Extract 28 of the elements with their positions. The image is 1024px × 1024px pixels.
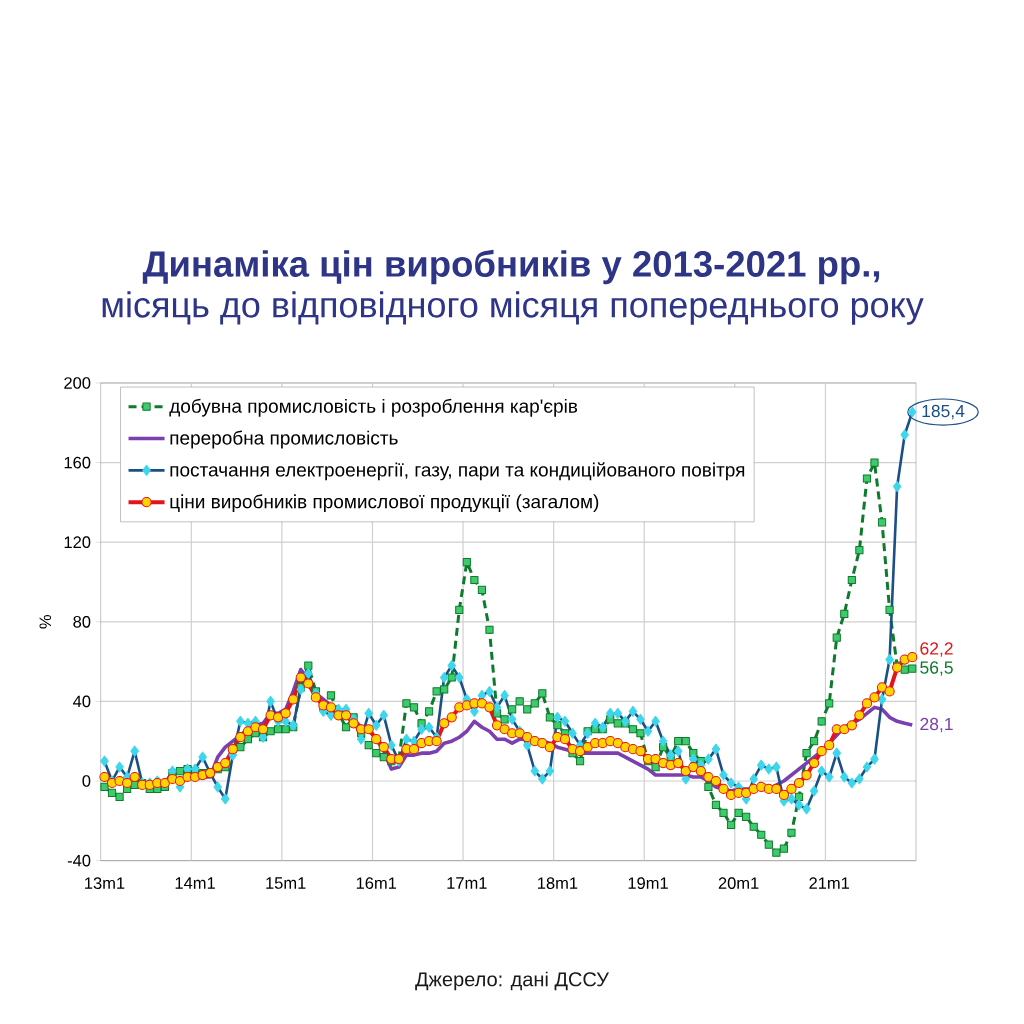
y-tick-label: 80: [73, 615, 91, 628]
data-label: 28,1: [920, 717, 953, 733]
y-tick-label: 120: [64, 536, 91, 549]
y-tick-label: -40: [67, 854, 91, 867]
data-label: 185,4: [922, 404, 965, 420]
x-tick-label: 21m1: [809, 877, 850, 889]
x-tick-label: 13m1: [85, 877, 125, 889]
legend-label: добувна промисловість і розроблення кар'єрів: [169, 398, 578, 417]
x-tick-label: 16m1: [356, 877, 397, 889]
x-tick-label: 14m1: [175, 877, 215, 889]
y-tick-label: 160: [64, 456, 91, 469]
x-tick-label: 18m1: [538, 877, 578, 889]
y-tick-label: 0: [82, 775, 91, 787]
y-axis-title: %: [39, 615, 52, 629]
data-label: 62,2: [920, 642, 953, 657]
data-label: 56,5: [920, 661, 953, 676]
chart-subtitle: місяць до відповідного місяця попереднього року: [102, 291, 924, 325]
y-tick-label: 40: [73, 695, 91, 708]
x-tick-label: 19m1: [628, 877, 668, 889]
legend-label: постачання електроенергії, газу, пари та кондиційованого повітря: [170, 462, 745, 481]
x-tick-label: 17m1: [447, 877, 487, 889]
y-tick-label: 200: [64, 377, 91, 389]
text: Джерело: дані ДССУ: [415, 971, 610, 991]
x-tick-label: 20m1: [718, 877, 759, 889]
chart-title: Динаміка цін виробників у 2013-2021 рр.,: [142, 249, 880, 285]
legend-label: ціни виробників промислової продукції (загалом): [170, 494, 599, 513]
x-tick-label: 15m1: [266, 877, 306, 889]
legend-label: переробна промисловість: [170, 430, 398, 449]
